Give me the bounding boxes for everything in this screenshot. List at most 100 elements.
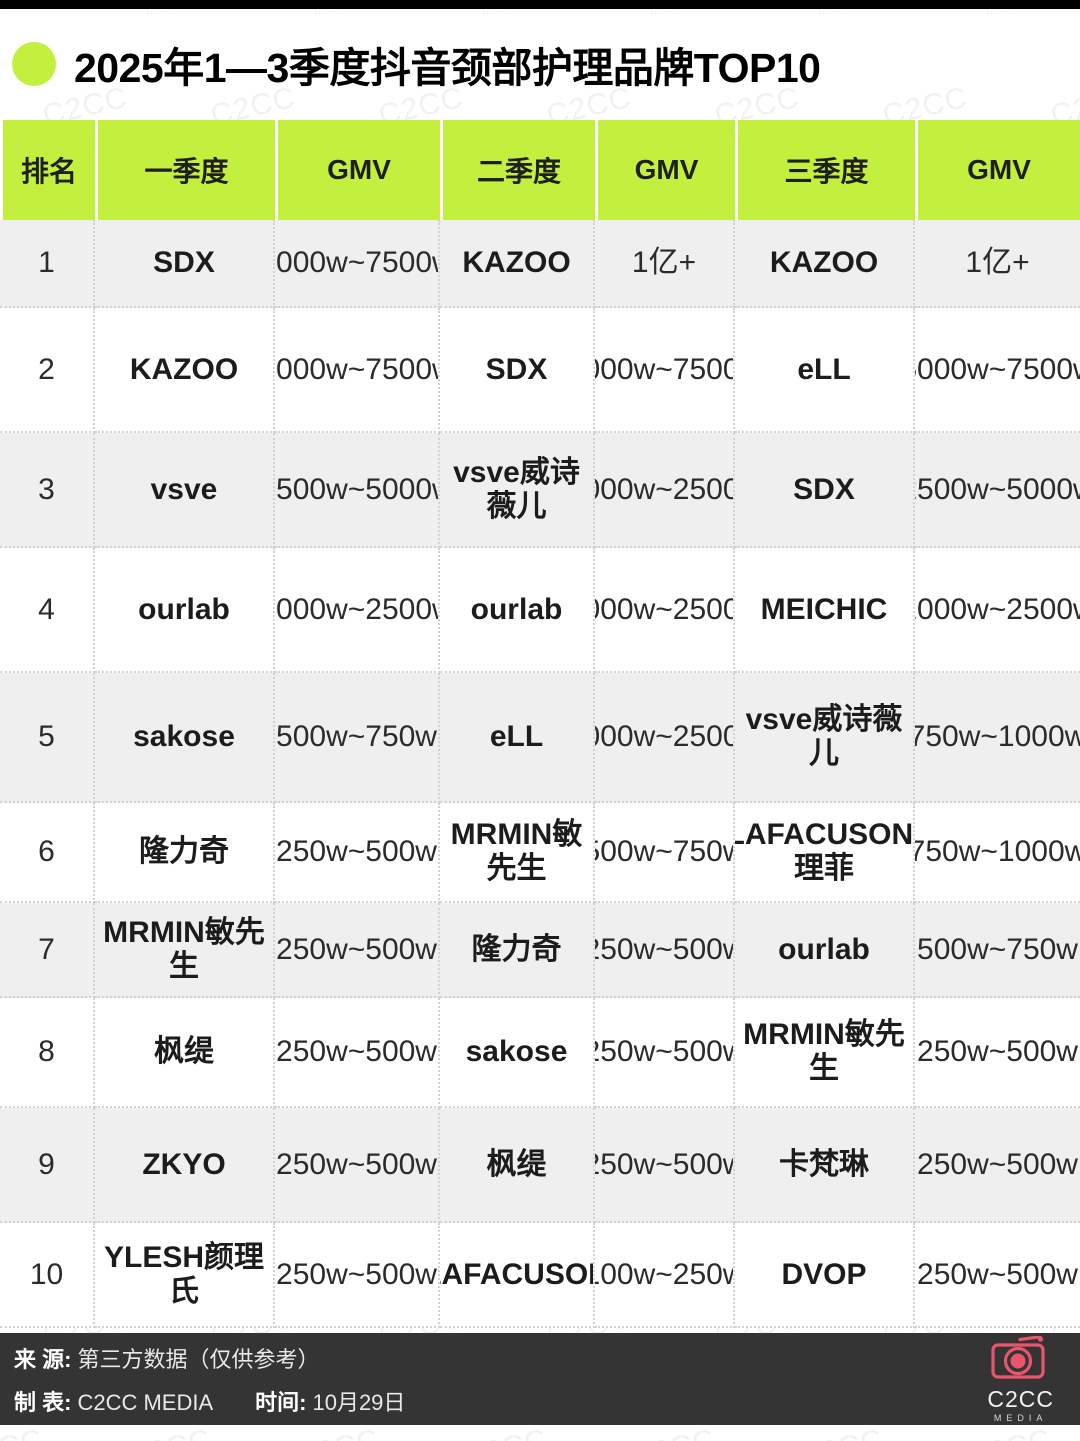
title-row: 2025年1—3季度抖音颈部护理品牌TOP10 xyxy=(0,9,1080,118)
rank-cell: 4 xyxy=(0,548,95,673)
q1-gmv-cell: 250w~500w xyxy=(275,1108,440,1223)
q2-gmv-cell: 100w~250w xyxy=(595,1223,735,1328)
q2-gmv-cell: 1000w~2500w xyxy=(595,673,735,803)
table-row: 5sakose500w~750weLL1000w~2500wvsve威诗薇儿75… xyxy=(0,673,1080,803)
table-body: 1SDX5000w~7500wKAZOO1亿+KAZOO1亿+2KAZOO500… xyxy=(0,220,1080,1328)
q1-gmv-cell: 250w~500w xyxy=(275,903,440,998)
top-accent-bar xyxy=(0,0,1080,9)
footer-chart-value: C2CC MEDIA xyxy=(77,1389,214,1415)
table-header-cell-0: 排名 xyxy=(3,120,95,220)
footer-chart-line: 制 表: C2CC MEDIA 时间: 10月29日 xyxy=(14,1385,405,1417)
q3-brand-cell: vsve威诗薇儿 xyxy=(735,673,915,803)
table-row: 8枫缇250w~500wsakose250w~500wMRMIN敏先生250w~… xyxy=(0,998,1080,1108)
q2-gmv-cell: 250w~500w xyxy=(595,903,735,998)
table-header-cell-5: 三季度 xyxy=(738,120,915,220)
q2-brand-cell: ourlab xyxy=(440,548,595,673)
footer-bar: 来 源: 第三方数据（仅供参考） 制 表: C2CC MEDIA 时间: 10月… xyxy=(0,1333,1080,1425)
table-header-row: 排名 一季度 GMV 二季度 GMV 三季度 GMV xyxy=(0,120,1080,220)
q3-gmv-cell: 750w~1000w xyxy=(915,803,1080,903)
rank-cell: 2 xyxy=(0,308,95,433)
q3-brand-cell: 卡梵琳 xyxy=(735,1108,915,1223)
footer-source-label: 来 源: xyxy=(14,1346,72,1372)
table-row: 10YLESH颜理氏250w~500wLAFACUSON100w~250wDVO… xyxy=(0,1223,1080,1328)
footer-source-value: 第三方数据（仅供参考） xyxy=(77,1346,320,1372)
q1-brand-cell: ZKYO xyxy=(95,1108,275,1223)
q2-gmv-cell: 1亿+ xyxy=(595,220,735,308)
rank-cell: 7 xyxy=(0,903,95,998)
q3-gmv-cell: 250w~500w xyxy=(915,998,1080,1108)
footer-text-block: 来 源: 第三方数据（仅供参考） 制 表: C2CC MEDIA 时间: 10月… xyxy=(14,1342,405,1417)
q1-gmv-cell: 2500w~5000w xyxy=(275,433,440,548)
q1-gmv-cell: 5000w~7500w xyxy=(275,220,440,308)
table-header-cell-1: 一季度 xyxy=(98,120,275,220)
q3-brand-cell: MEICHIC xyxy=(735,548,915,673)
q2-gmv-cell: 5000w~7500w xyxy=(595,308,735,433)
table-row: 4ourlab1000w~2500wourlab1000w~2500wMEICH… xyxy=(0,548,1080,673)
table-header-cell-4: GMV xyxy=(598,120,735,220)
q1-brand-cell: MRMIN敏先生 xyxy=(95,903,275,998)
rank-cell: 5 xyxy=(0,673,95,803)
q1-brand-cell: ourlab xyxy=(95,548,275,673)
q3-gmv-cell: 250w~500w xyxy=(915,1108,1080,1223)
logo-subtitle: MEDIA xyxy=(993,1412,1048,1423)
table-row: 2KAZOO5000w~7500wSDX5000w~7500weLL5000w~… xyxy=(0,308,1080,433)
q2-brand-cell: sakose xyxy=(440,998,595,1108)
q3-brand-cell: SDX xyxy=(735,433,915,548)
q1-brand-cell: 枫缇 xyxy=(95,998,275,1108)
q3-brand-cell: eLL xyxy=(735,308,915,433)
table-row: 3vsve2500w~5000wvsve威诗薇儿1000w~2500wSDX25… xyxy=(0,433,1080,548)
q1-brand-cell: 隆力奇 xyxy=(95,803,275,903)
q3-brand-cell: MRMIN敏先生 xyxy=(735,998,915,1108)
rank-cell: 9 xyxy=(0,1108,95,1223)
q3-gmv-cell: 1亿+ xyxy=(915,220,1080,308)
q2-gmv-cell: 1000w~2500w xyxy=(595,548,735,673)
table-header-cell-2: GMV xyxy=(278,120,440,220)
q3-brand-cell: DVOP xyxy=(735,1223,915,1328)
q1-brand-cell: KAZOO xyxy=(95,308,275,433)
q2-brand-cell: MRMIN敏先生 xyxy=(440,803,595,903)
footer-source-line: 来 源: 第三方数据（仅供参考） xyxy=(14,1342,405,1374)
q3-brand-cell: KAZOO xyxy=(735,220,915,308)
q3-brand-cell: ourlab xyxy=(735,903,915,998)
q1-brand-cell: vsve xyxy=(95,433,275,548)
q1-gmv-cell: 1000w~2500w xyxy=(275,548,440,673)
q2-gmv-cell: 500w~750w xyxy=(595,803,735,903)
q3-gmv-cell: 750w~1000w xyxy=(915,673,1080,803)
table-row: 6隆力奇250w~500wMRMIN敏先生500w~750wLAFACUSON/… xyxy=(0,803,1080,903)
q1-gmv-cell: 250w~500w xyxy=(275,998,440,1108)
footer-chart-label: 制 表: xyxy=(14,1389,72,1415)
q2-brand-cell: eLL xyxy=(440,673,595,803)
q2-brand-cell: 枫缇 xyxy=(440,1108,595,1223)
q1-brand-cell: sakose xyxy=(95,673,275,803)
title-dot-icon xyxy=(12,41,56,86)
table-row: 7MRMIN敏先生250w~500w隆力奇250w~500wourlab500w… xyxy=(0,903,1080,998)
q2-brand-cell: LAFACUSON xyxy=(440,1223,595,1328)
rank-cell: 3 xyxy=(0,433,95,548)
q1-gmv-cell: 250w~500w xyxy=(275,803,440,903)
q3-gmv-cell: 5000w~7500w xyxy=(915,308,1080,433)
q2-gmv-cell: 250w~500w xyxy=(595,1108,735,1223)
camera-icon xyxy=(990,1334,1052,1385)
rank-cell: 8 xyxy=(0,998,95,1108)
q2-gmv-cell: 250w~500w xyxy=(595,998,735,1108)
q1-gmv-cell: 250w~500w xyxy=(275,1223,440,1328)
c2cc-logo: C2CC MEDIA xyxy=(987,1334,1054,1423)
q3-gmv-cell: 2500w~5000w xyxy=(915,433,1080,548)
q2-brand-cell: vsve威诗薇儿 xyxy=(440,433,595,548)
q1-gmv-cell: 500w~750w xyxy=(275,673,440,803)
rank-cell: 6 xyxy=(0,803,95,903)
q1-brand-cell: YLESH颜理氏 xyxy=(95,1223,275,1328)
page-title: 2025年1—3季度抖音颈部护理品牌TOP10 xyxy=(74,44,821,91)
q3-gmv-cell: 1000w~2500w xyxy=(915,548,1080,673)
